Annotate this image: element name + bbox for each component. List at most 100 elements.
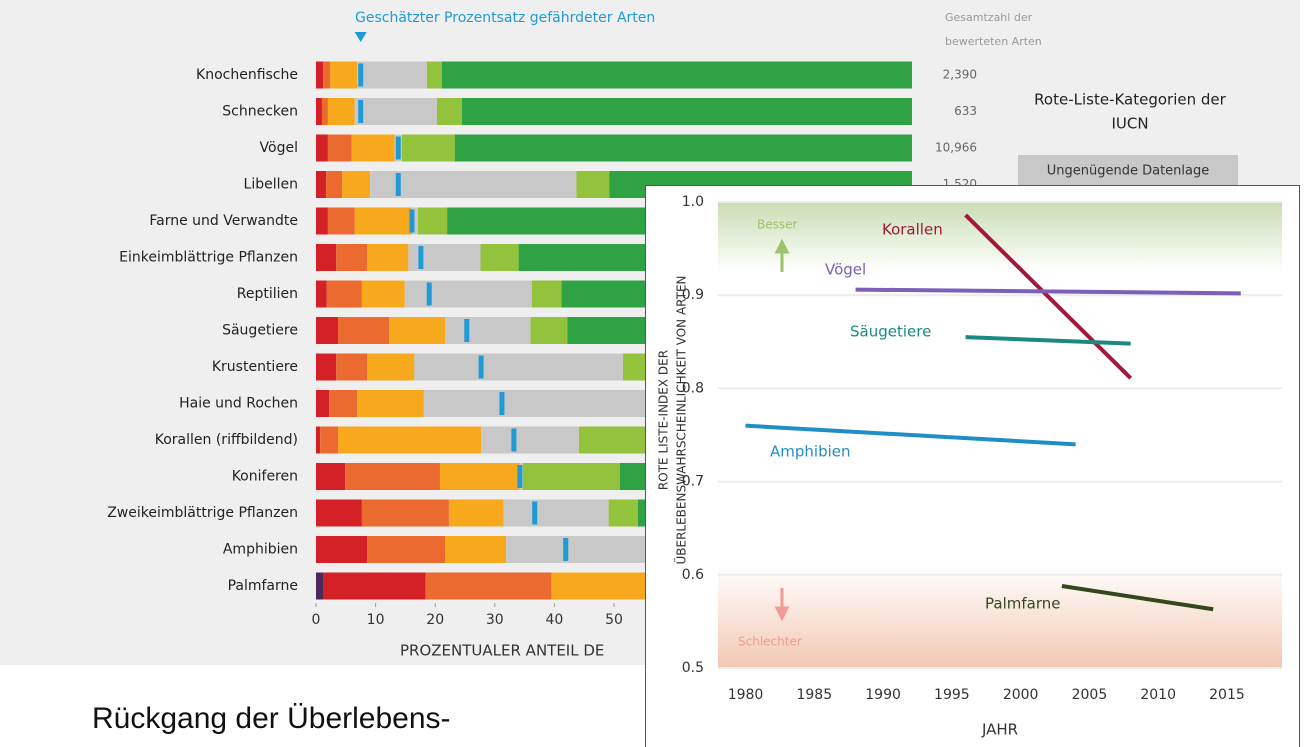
x-tick-label: 2015 (1209, 687, 1245, 703)
bar-segment (531, 317, 568, 344)
bar-segment (370, 171, 576, 198)
estimate-marker (409, 210, 414, 233)
bar-segment (440, 463, 520, 490)
bar-segment (336, 244, 367, 271)
x-tick-label: 10 (367, 612, 385, 628)
bar-segment (352, 135, 395, 162)
band-label: Besser (757, 218, 798, 232)
estimate-marker (358, 100, 363, 123)
marker-label: Geschätzter Prozentsatz gefährdeter Arte… (355, 10, 655, 26)
category-label: Vögel (260, 140, 298, 156)
bar-segment (414, 354, 623, 381)
bar-segment (328, 208, 355, 235)
y-tick-label: 0.5 (682, 660, 704, 676)
estimate-marker (511, 429, 516, 452)
bar-segment (455, 135, 912, 162)
bar-segment (316, 463, 345, 490)
bar-segment (342, 171, 370, 198)
caption: Rückgang der Überlebens- (92, 702, 451, 735)
bar-segment (327, 281, 362, 308)
category-label: Libellen (244, 177, 298, 193)
category-label: Reptilien (237, 286, 298, 302)
y-tick-label: 1.0 (682, 194, 704, 210)
category-label: Schnecken (222, 104, 298, 120)
totals-header: bewerteten Arten (945, 35, 1042, 48)
bar-segment (338, 427, 481, 454)
x-tick-label: 20 (426, 612, 444, 628)
bar-segment (322, 98, 328, 125)
x-tick-label: 2000 (1003, 687, 1039, 703)
bar-segment (357, 62, 427, 89)
bar-segment (316, 281, 327, 308)
bar-segment (316, 354, 336, 381)
series-label: Palmfarne (985, 595, 1060, 613)
bar-segment (367, 244, 408, 271)
y-axis-label: ÜBERLEBENSWAHRSCHEINLICHKEIT VON ARTEN (673, 275, 689, 564)
x-axis-label: PROZENTUALER ANTEIL DE (400, 642, 604, 660)
bar-segment (316, 171, 326, 198)
better-band (718, 202, 1282, 272)
category-label: Knochenfische (196, 67, 298, 83)
x-axis-label: JAHR (981, 721, 1018, 739)
bar-segment (316, 244, 336, 271)
bar-segment (316, 573, 324, 600)
bar-segment (427, 62, 442, 89)
bar-segment (362, 281, 405, 308)
estimate-marker (532, 502, 537, 525)
total-label: 10,966 (935, 141, 977, 155)
bar-segment (338, 317, 389, 344)
x-tick-label: 50 (605, 612, 623, 628)
bar-segment (405, 281, 532, 308)
bar-segment (345, 463, 440, 490)
bar-segment (355, 208, 412, 235)
bar-segment (418, 208, 447, 235)
bar-segment (576, 171, 609, 198)
bar-segment (316, 62, 323, 89)
bar-segment (480, 244, 518, 271)
bar-segment (523, 463, 620, 490)
bar-segment (623, 354, 647, 381)
category-label: Farne und Verwandte (149, 213, 298, 229)
x-tick-label: 1980 (728, 687, 764, 703)
bar-segment (532, 281, 562, 308)
bar-segment (462, 98, 912, 125)
bar-segment (362, 500, 449, 527)
x-tick-label: 2010 (1140, 687, 1176, 703)
bar-segment (328, 98, 355, 125)
estimate-marker (499, 392, 504, 415)
x-tick-label: 1985 (796, 687, 832, 703)
category-label: Krustentiere (212, 359, 298, 375)
series-label: Vögel (825, 261, 866, 279)
x-tick-label: 1995 (934, 687, 970, 703)
x-tick-label: 1990 (865, 687, 901, 703)
estimate-marker (517, 465, 522, 488)
x-tick-label: 40 (545, 612, 563, 628)
y-tick-label: 0.6 (682, 567, 704, 583)
bar-segment (445, 536, 506, 563)
estimate-marker (464, 319, 469, 342)
estimate-marker (358, 64, 363, 87)
total-label: 633 (954, 104, 977, 118)
bar-segment (328, 135, 352, 162)
page: Knochenfische Schnecken Vögel Libellen Farne… (0, 0, 1314, 747)
bar-segment (324, 573, 426, 600)
bar-segment (330, 62, 357, 89)
bar-segment (316, 500, 362, 527)
x-tick-label: 0 (312, 612, 321, 628)
bar-segment (437, 98, 462, 125)
bar-segment (504, 500, 609, 527)
estimate-marker (479, 356, 484, 379)
band-label: Schlechter (738, 635, 802, 649)
bar-segment (426, 573, 552, 600)
bar-segment (336, 354, 367, 381)
bar-segment (316, 98, 322, 125)
bar-segment (449, 500, 504, 527)
legend-title: IUCN (1111, 115, 1148, 133)
total-label: 2,390 (943, 68, 977, 82)
worse-band (718, 565, 1282, 668)
series-label: Korallen (882, 221, 943, 239)
category-label: Korallen (riffbildend) (155, 432, 298, 448)
bar-segment (316, 208, 328, 235)
bar-segment (316, 536, 367, 563)
